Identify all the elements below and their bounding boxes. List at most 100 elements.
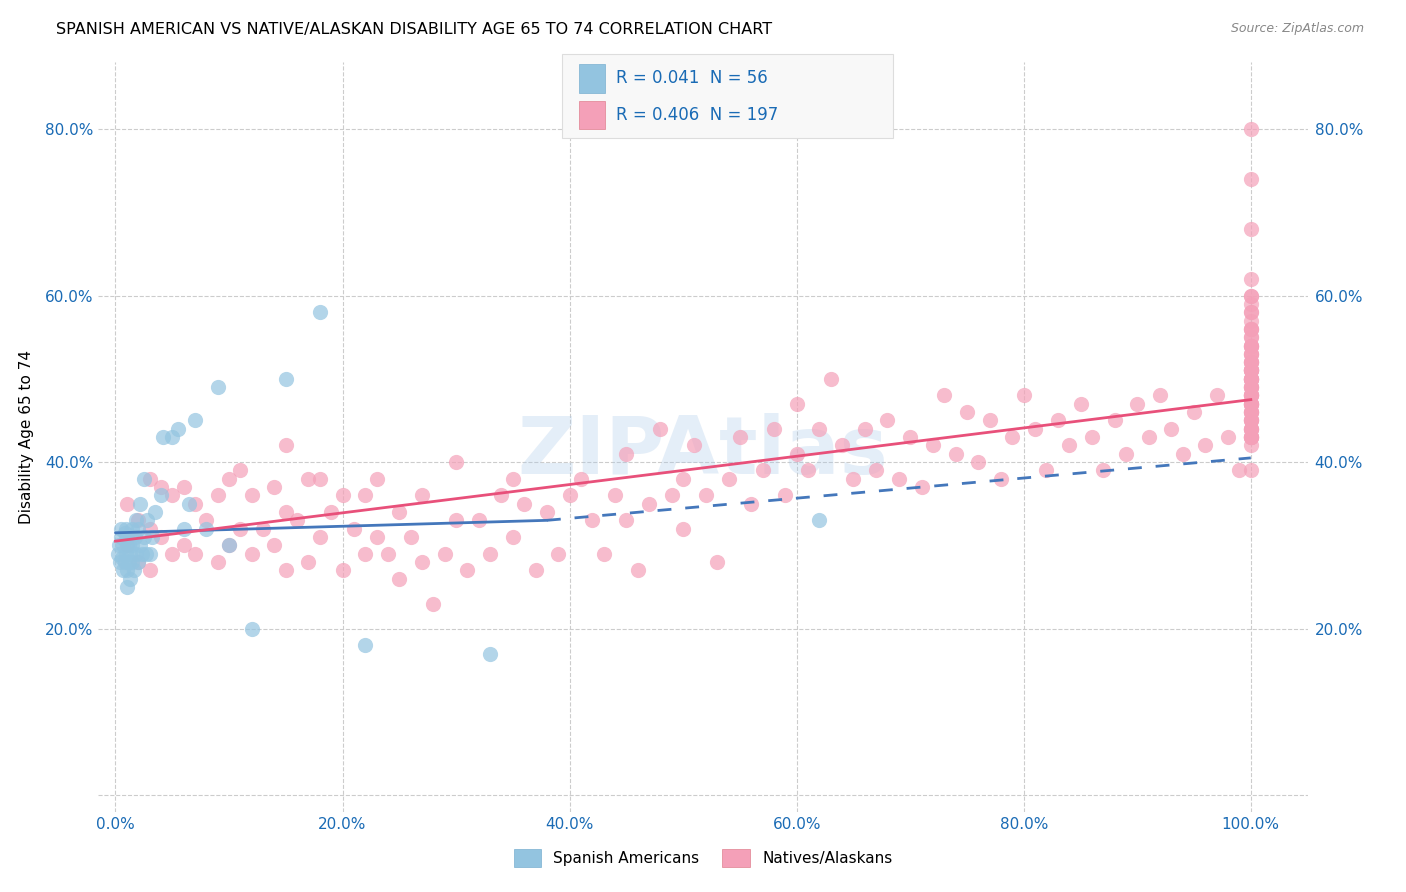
Point bbox=[1240, 322, 1263, 336]
Point bbox=[945, 447, 967, 461]
Point bbox=[143, 505, 166, 519]
Point bbox=[1240, 288, 1263, 302]
Point bbox=[229, 463, 252, 477]
Point bbox=[808, 422, 831, 436]
Point bbox=[1240, 355, 1263, 369]
Point bbox=[366, 472, 388, 486]
Point bbox=[1240, 347, 1263, 361]
Point bbox=[1137, 430, 1160, 444]
Point bbox=[1240, 397, 1263, 411]
Point bbox=[1240, 388, 1263, 402]
Point bbox=[1069, 397, 1091, 411]
Point bbox=[111, 550, 134, 565]
Point bbox=[865, 463, 887, 477]
Point bbox=[695, 488, 717, 502]
Point bbox=[125, 513, 148, 527]
Point bbox=[683, 438, 706, 452]
Point bbox=[129, 497, 152, 511]
Point bbox=[1240, 363, 1263, 377]
Point bbox=[121, 522, 143, 536]
Point bbox=[786, 447, 808, 461]
Point bbox=[112, 563, 135, 577]
Point bbox=[1057, 438, 1080, 452]
Point bbox=[1240, 338, 1263, 352]
Point bbox=[118, 538, 141, 552]
Point bbox=[354, 638, 377, 652]
Point bbox=[411, 488, 433, 502]
Point bbox=[285, 513, 308, 527]
Point bbox=[274, 505, 297, 519]
Point bbox=[131, 547, 153, 561]
Point bbox=[1149, 388, 1171, 402]
Y-axis label: Disability Age 65 to 74: Disability Age 65 to 74 bbox=[18, 350, 34, 524]
Text: R = 0.041  N = 56: R = 0.041 N = 56 bbox=[616, 70, 768, 87]
Point bbox=[127, 555, 149, 569]
Point bbox=[308, 305, 330, 319]
Point bbox=[141, 530, 163, 544]
Point bbox=[1240, 430, 1263, 444]
Point bbox=[444, 455, 467, 469]
Point bbox=[122, 563, 145, 577]
Point bbox=[115, 563, 138, 577]
Point bbox=[1171, 447, 1194, 461]
Point bbox=[1240, 322, 1263, 336]
Point bbox=[240, 622, 263, 636]
Point bbox=[263, 538, 285, 552]
Point bbox=[120, 572, 142, 586]
Point bbox=[240, 547, 263, 561]
Point bbox=[1240, 388, 1263, 402]
Point bbox=[1240, 272, 1263, 286]
Point bbox=[990, 472, 1012, 486]
Point bbox=[138, 563, 160, 577]
Point bbox=[152, 430, 174, 444]
Point bbox=[1182, 405, 1205, 419]
Point bbox=[1240, 372, 1263, 386]
Point bbox=[1229, 463, 1251, 477]
Point bbox=[1240, 363, 1263, 377]
Text: R = 0.406  N = 197: R = 0.406 N = 197 bbox=[616, 106, 778, 124]
Point bbox=[115, 580, 138, 594]
Point bbox=[1240, 397, 1263, 411]
Point bbox=[444, 513, 467, 527]
Point bbox=[124, 530, 146, 544]
Point bbox=[751, 463, 773, 477]
Point bbox=[1240, 413, 1263, 427]
Point bbox=[114, 555, 136, 569]
Point bbox=[569, 472, 592, 486]
Point bbox=[332, 488, 354, 502]
Point bbox=[502, 530, 524, 544]
Point bbox=[121, 538, 143, 552]
Point bbox=[252, 522, 274, 536]
Point bbox=[399, 530, 422, 544]
Point bbox=[263, 480, 285, 494]
Point bbox=[967, 455, 990, 469]
Point bbox=[1240, 338, 1263, 352]
Point bbox=[115, 497, 138, 511]
Point bbox=[218, 538, 240, 552]
Point bbox=[898, 430, 921, 444]
Point bbox=[114, 547, 136, 561]
Point bbox=[132, 472, 155, 486]
Point bbox=[1240, 422, 1263, 436]
Point bbox=[422, 597, 444, 611]
Point bbox=[207, 488, 229, 502]
Point bbox=[354, 488, 377, 502]
Point bbox=[1240, 297, 1263, 311]
Point bbox=[132, 530, 155, 544]
Point bbox=[922, 438, 945, 452]
Point bbox=[479, 547, 502, 561]
Point bbox=[842, 472, 865, 486]
Point bbox=[115, 538, 138, 552]
Point bbox=[114, 525, 136, 540]
Point bbox=[1240, 372, 1263, 386]
Point bbox=[218, 472, 240, 486]
Point bbox=[160, 547, 183, 561]
Point bbox=[1240, 422, 1263, 436]
Point bbox=[127, 555, 149, 569]
Point bbox=[207, 555, 229, 569]
Point bbox=[491, 488, 513, 502]
Point bbox=[127, 522, 149, 536]
Point bbox=[1240, 363, 1263, 377]
Point bbox=[1240, 355, 1263, 369]
Point bbox=[1240, 413, 1263, 427]
